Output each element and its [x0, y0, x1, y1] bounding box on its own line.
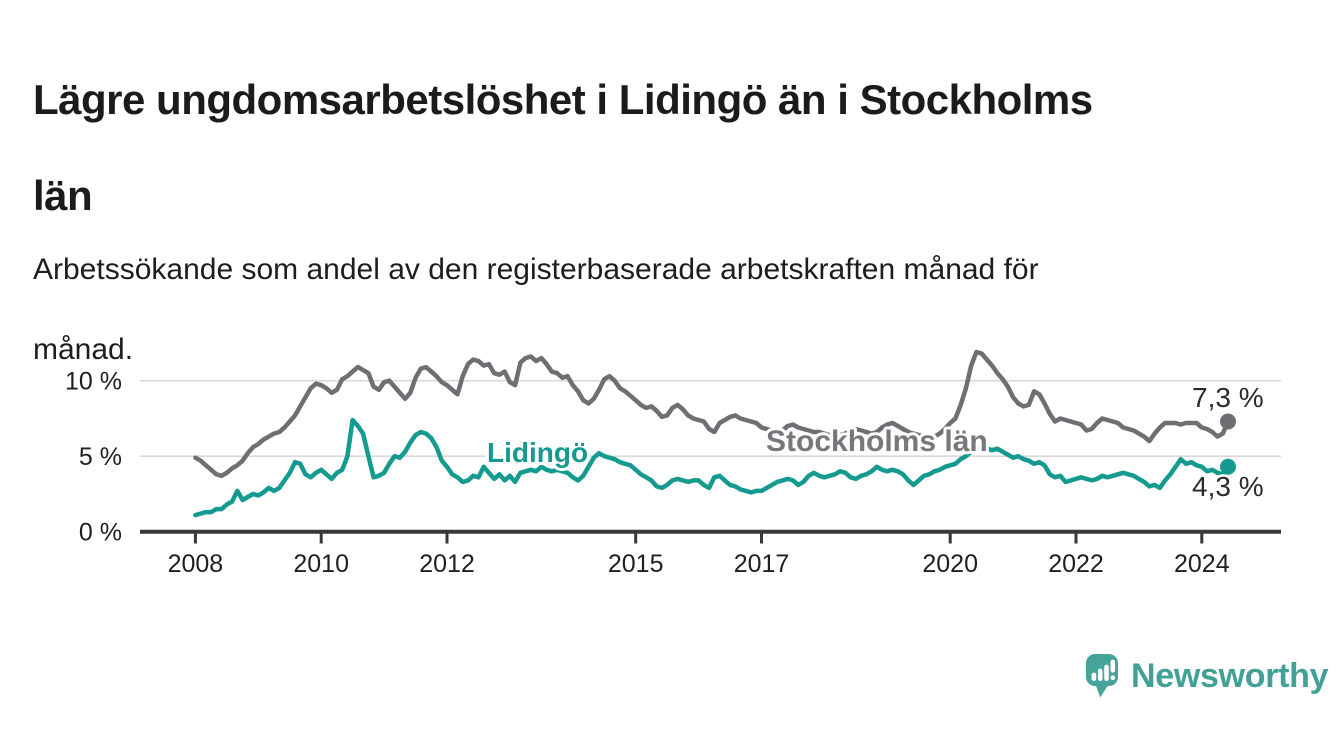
x-tick-label-2012: 2012	[419, 550, 475, 578]
page-subtitle-line1: Arbetssökande som andel av den registerb…	[33, 253, 1039, 286]
end-value-label-lidingo: 4,3 %	[1192, 471, 1264, 502]
bar-medium	[1097, 668, 1103, 681]
page-subtitle: Arbetssökande som andel av den registerb…	[33, 210, 1253, 370]
newsworthy-wordmark: Newsworthy	[1131, 656, 1329, 695]
x-tick-label-2015: 2015	[608, 550, 664, 578]
bar-large	[1104, 664, 1109, 681]
end-value-label-stockholms-lan: 7,3 %	[1192, 382, 1264, 413]
y-tick-label-5pct: 5 %	[79, 443, 122, 471]
x-tick-label-2022: 2022	[1048, 550, 1104, 578]
x-tick-label-2010: 2010	[293, 550, 349, 578]
x-tick-label-2017: 2017	[734, 550, 790, 578]
series-label-lidingo: Lidingö	[487, 437, 588, 468]
end-dot-lidingo	[1220, 458, 1237, 475]
y-tick-label-0pct: 0 %	[79, 519, 122, 547]
exclamation-dot	[1110, 675, 1116, 680]
bar-small	[1091, 672, 1097, 681]
newsworthy-logo: Newsworthy	[1086, 654, 1329, 698]
page-subtitle-line2: månad.	[33, 333, 134, 366]
page-title-line1: Lägre ungdomsarbetslöshet i Lidingö än i…	[33, 76, 1093, 123]
end-dot-stockholms-lan	[1220, 413, 1237, 430]
page-title-line2: län	[33, 172, 93, 219]
x-tick-label-2020: 2020	[922, 550, 978, 578]
series-line-lidingo	[193, 417, 1231, 518]
x-tick-label-2024: 2024	[1174, 550, 1230, 578]
series-label-stockholms-lan: Stockholms län	[766, 425, 988, 458]
exclamation-bar	[1110, 659, 1116, 673]
x-tick-label-2008: 2008	[168, 550, 224, 578]
page-title: Lägre ungdomsarbetslöshet i Lidingö än i…	[33, 28, 1313, 220]
bar-chart-speech-bubble-icon	[1086, 654, 1118, 698]
series-line-stockholms-lan	[193, 349, 1231, 479]
y-tick-label-10pct: 10 %	[65, 368, 122, 396]
